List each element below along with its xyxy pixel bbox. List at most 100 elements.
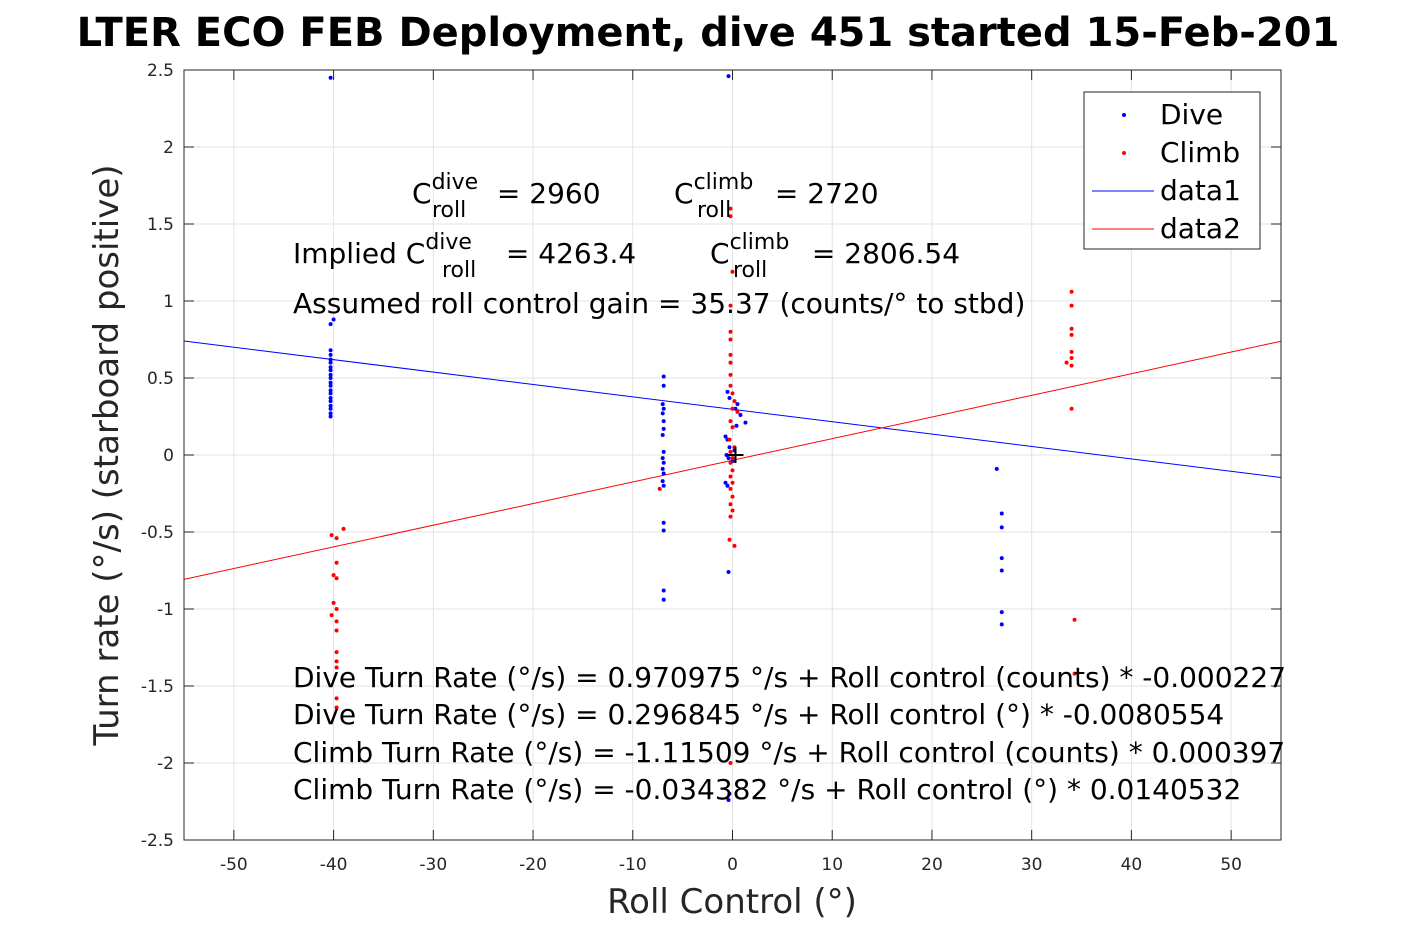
- point-dive: [328, 357, 333, 362]
- point-dive: [999, 622, 1004, 627]
- point-dive: [328, 380, 333, 385]
- annotation-eq2: Dive Turn Rate (°/s) = 0.296845 °/s + Ro…: [293, 698, 1224, 731]
- point-climb: [334, 576, 339, 581]
- point-dive: [660, 466, 665, 471]
- x-tick-label: -20: [519, 855, 547, 875]
- point-climb: [728, 449, 733, 454]
- c-dive-sub: roll: [432, 198, 466, 223]
- point-dive: [738, 412, 743, 417]
- chart-title: LTER ECO FEB Deployment, dive 451 starte…: [77, 10, 1340, 56]
- c-climb-sup: climb: [694, 170, 754, 195]
- point-dive: [328, 376, 333, 380]
- point-dive: [328, 406, 333, 411]
- y-tick-label: 2: [163, 138, 174, 158]
- point-climb: [730, 456, 735, 461]
- legend-dive-marker: [1122, 113, 1126, 117]
- point-dive: [994, 466, 999, 471]
- point-climb: [1069, 332, 1074, 337]
- x-tick-label: 40: [1121, 855, 1143, 875]
- point-climb: [334, 665, 339, 670]
- point-dive: [727, 791, 732, 796]
- point-dive: [328, 411, 333, 416]
- point-climb: [732, 543, 737, 548]
- point-climb: [1069, 355, 1074, 360]
- point-climb: [728, 372, 733, 377]
- x-tick-label: 0: [727, 855, 738, 875]
- y-tick-label: 0.5: [147, 369, 174, 389]
- point-climb: [728, 514, 733, 519]
- point-dive: [328, 368, 333, 373]
- x-tick-label: -40: [320, 855, 348, 875]
- annotation-c-dive: Cdive roll = 2960: [412, 170, 601, 223]
- y-tick-label: 2.5: [147, 61, 174, 81]
- x-axis-ticks: -50 -40 -30 -20 -10 0 10 20 30 40 50: [220, 70, 1242, 875]
- y-tick-label: -1: [157, 600, 174, 620]
- x-tick-label: 10: [821, 855, 843, 875]
- point-dive: [328, 399, 333, 404]
- point-dive: [328, 396, 333, 401]
- point-dive: [661, 588, 666, 593]
- implied-dive-base: C: [406, 237, 426, 270]
- point-dive: [743, 420, 748, 425]
- point-dive: [726, 570, 731, 575]
- point-climb: [727, 537, 732, 542]
- point-climb: [334, 705, 339, 710]
- point-climb: [728, 383, 733, 388]
- point-dive: [661, 483, 666, 488]
- y-tick-label: 1.5: [147, 215, 174, 235]
- point-climb: [728, 486, 733, 491]
- point-dive: [727, 445, 732, 450]
- point-climb: [728, 329, 733, 334]
- annotation-eq4: Climb Turn Rate (°/s) = -0.034382 °/s + …: [293, 773, 1241, 806]
- point-climb: [1072, 671, 1077, 676]
- point-dive: [734, 423, 739, 428]
- implied-dive-value: = 4263.4: [497, 237, 636, 270]
- x-tick-label: -50: [220, 855, 248, 875]
- point-climb: [331, 600, 336, 605]
- point-climb: [728, 214, 733, 219]
- annotation-gain: Assumed roll control gain = 35.37 (count…: [293, 287, 1025, 320]
- point-dive: [661, 374, 666, 379]
- point-dive: [661, 419, 666, 424]
- point-climb: [728, 761, 733, 765]
- y-axis-ticks: -2.5 -2 -1.5 -1 -0.5 0 0.5 1 1.5 2 2.5: [141, 61, 1281, 851]
- x-axis-label: Roll Control (°): [607, 882, 857, 922]
- y-tick-label: -1.5: [141, 677, 174, 697]
- implied-dive-sub: roll: [442, 258, 476, 283]
- point-climb: [1064, 360, 1069, 365]
- point-climb: [728, 352, 733, 357]
- point-dive: [661, 426, 666, 431]
- point-climb: [728, 474, 733, 479]
- point-climb: [329, 533, 334, 538]
- point-climb: [1069, 289, 1074, 294]
- implied-dive-sup: dive: [425, 230, 472, 255]
- point-dive: [328, 360, 333, 365]
- point-dive: [727, 396, 732, 401]
- y-tick-label: 0: [163, 446, 174, 466]
- point-dive: [661, 528, 666, 533]
- legend-dive-label: Dive: [1160, 98, 1223, 131]
- point-climb: [728, 206, 733, 211]
- point-dive: [725, 483, 730, 488]
- annotation-implied-dive: Implied Cdive roll = 4263.4: [293, 230, 636, 283]
- implied-climb-sub: roll: [733, 258, 767, 283]
- c-dive-sup: dive: [432, 170, 479, 195]
- x-tick-label: 30: [1021, 855, 1043, 875]
- point-dive: [723, 434, 728, 439]
- point-climb: [728, 502, 733, 507]
- point-dive: [661, 383, 666, 388]
- annotation-implied-climb: Cclimb roll = 2806.54: [710, 230, 960, 283]
- point-climb: [334, 536, 339, 541]
- point-climb: [728, 419, 733, 424]
- point-climb: [730, 468, 735, 473]
- legend-box: [1083, 91, 1261, 250]
- legend: Dive Climb data1 data2: [1083, 91, 1261, 250]
- implied-climb-value: = 2806.54: [803, 237, 960, 270]
- point-climb: [728, 460, 733, 465]
- point-dive: [328, 391, 333, 396]
- point-dive: [328, 372, 333, 377]
- point-dive: [331, 317, 336, 322]
- point-dive: [735, 402, 740, 407]
- point-climb: [334, 628, 339, 633]
- point-climb: [1069, 349, 1074, 354]
